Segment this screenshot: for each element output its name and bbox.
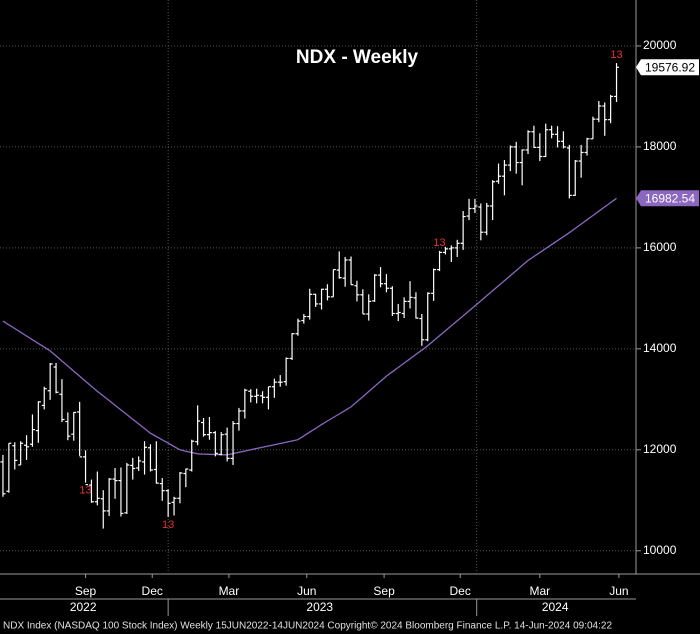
x-tick-label: Mar (219, 584, 240, 598)
last-price-label: 19576.92 (645, 60, 695, 74)
x-tick-label: Sep (75, 584, 97, 598)
footer: NDX Index (NASDAQ 100 Stock Index) Weekl… (3, 621, 612, 632)
year-label: 2023 (306, 600, 333, 614)
year-label: 2022 (70, 600, 97, 614)
moving-average-line (2, 197, 617, 456)
x-tick-label: Sep (373, 584, 395, 598)
annotation: 13 (433, 237, 445, 249)
x-tick-label: Jun (609, 584, 628, 598)
year-label: 2024 (542, 600, 569, 614)
annotation: 13 (162, 519, 174, 531)
annotation: 13 (79, 485, 91, 497)
y-tick-label: 14000 (643, 341, 677, 355)
y-tick-label: 16000 (643, 240, 677, 254)
x-tick-label: Jun (297, 584, 316, 598)
y-tick-label: 12000 (643, 442, 677, 456)
y-tick-label: 18000 (643, 139, 677, 153)
chart-title: NDX - Weekly (296, 47, 419, 68)
x-tick-label: Mar (529, 584, 550, 598)
annotation: 13 (610, 49, 622, 61)
x-tick-label: Dec (142, 584, 163, 598)
y-tick-label: 20000 (643, 38, 677, 52)
moving-average-label: 16982.54 (645, 191, 695, 205)
x-tick-label: Dec (450, 584, 471, 598)
moving-average-label-box (636, 190, 699, 207)
y-tick-label: 10000 (643, 543, 677, 557)
last-price-label-box (636, 59, 699, 76)
